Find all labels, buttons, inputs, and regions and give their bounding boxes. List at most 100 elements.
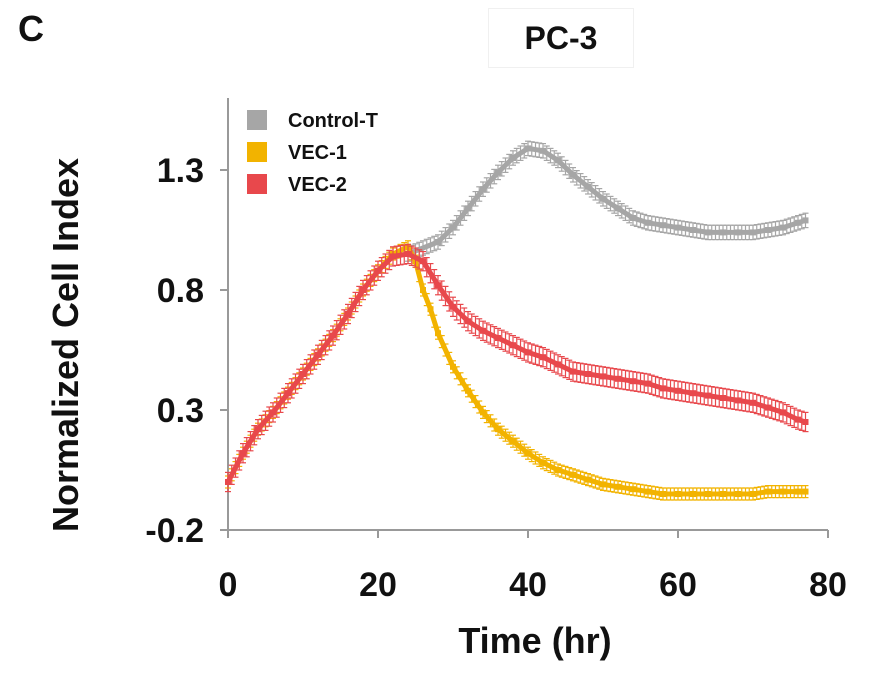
data-point [540, 354, 546, 361]
data-point [720, 229, 726, 236]
chart-title: PC-3 [488, 8, 634, 68]
data-point [765, 488, 771, 495]
data-point [600, 481, 606, 488]
data-point [750, 229, 756, 236]
data-point [570, 368, 576, 375]
data-point [495, 169, 501, 176]
data-point [802, 419, 809, 425]
data-point [645, 380, 651, 387]
y-tick-label: 1.3 [157, 152, 204, 190]
data-point [705, 491, 711, 497]
data-point [525, 450, 531, 457]
series-layer [225, 140, 809, 501]
data-point [450, 224, 456, 231]
data-point [750, 399, 756, 406]
series-line [225, 244, 806, 497]
data-point [705, 392, 711, 399]
data-point [690, 227, 696, 233]
data-point [645, 219, 651, 226]
data-point [600, 373, 606, 380]
data-point [420, 287, 426, 293]
data-point [450, 303, 456, 310]
data-point [780, 409, 786, 416]
data-point [510, 342, 516, 349]
data-point [705, 229, 711, 236]
data-point [570, 471, 576, 478]
data-point [255, 426, 261, 433]
data-point [615, 375, 621, 382]
data-point [427, 306, 434, 313]
series-vec-2 [225, 243, 809, 493]
data-point [390, 253, 396, 260]
data-point [360, 287, 366, 293]
legend-swatch [247, 174, 267, 194]
data-point [480, 409, 486, 416]
legend: Control-T VEC-1 VEC-2 [247, 110, 378, 196]
data-point [765, 227, 771, 233]
data-point [795, 416, 801, 423]
data-point [300, 371, 306, 377]
x-tick-label: 60 [659, 566, 697, 604]
data-point [780, 224, 786, 231]
data-point [345, 311, 351, 317]
data-point [630, 486, 636, 493]
data-point [495, 426, 501, 433]
data-point [585, 183, 591, 190]
y-tick-label: 0.3 [157, 392, 204, 430]
data-point [495, 335, 501, 341]
data-point [540, 459, 546, 466]
x-axis-label: Time (hr) [458, 620, 611, 661]
x-tick-label: 0 [219, 566, 238, 604]
data-point [660, 222, 666, 229]
data-point [480, 327, 486, 334]
data-point [225, 479, 231, 485]
series-line [225, 251, 807, 484]
data-point [795, 219, 801, 226]
data-point [675, 387, 681, 394]
x-tick-label: 40 [509, 566, 547, 604]
legend-swatch [247, 142, 267, 162]
data-point [540, 147, 546, 154]
data-point [465, 318, 471, 325]
data-point [555, 157, 561, 164]
data-point [780, 488, 786, 495]
y-tick-label: 0.8 [157, 272, 204, 310]
data-point [690, 491, 696, 497]
legend-label: VEC-1 [288, 142, 347, 164]
data-point [465, 205, 471, 212]
data-point [645, 488, 651, 495]
data-point [570, 171, 576, 178]
data-point [585, 371, 591, 377]
data-point [330, 332, 336, 339]
data-point [420, 258, 426, 265]
data-point [735, 491, 741, 497]
legend-label: VEC-2 [288, 174, 347, 196]
series-control-t [405, 140, 809, 262]
data-point [585, 476, 591, 483]
data-point [675, 491, 681, 497]
data-point [525, 145, 531, 152]
data-point [510, 438, 516, 445]
data-point [405, 251, 411, 257]
panel-letter: C [18, 8, 44, 49]
data-point [375, 267, 381, 274]
data-point [465, 387, 471, 394]
data-point [555, 467, 561, 473]
data-point [615, 483, 621, 490]
data-point [735, 229, 741, 236]
data-point [630, 215, 636, 221]
data-point [735, 397, 741, 404]
data-point [285, 390, 291, 397]
data-point [630, 378, 636, 385]
data-point [660, 491, 666, 497]
data-point [720, 395, 726, 401]
plot-frame: 0 20 40 60 80 -0.2 0.3 0.8 1.3 [145, 98, 847, 604]
x-tick-label: 80 [809, 566, 847, 604]
data-point [270, 409, 276, 416]
data-point [675, 224, 681, 231]
data-point [660, 385, 666, 392]
data-point [720, 491, 726, 497]
data-point [525, 349, 531, 356]
data-point [802, 217, 809, 224]
